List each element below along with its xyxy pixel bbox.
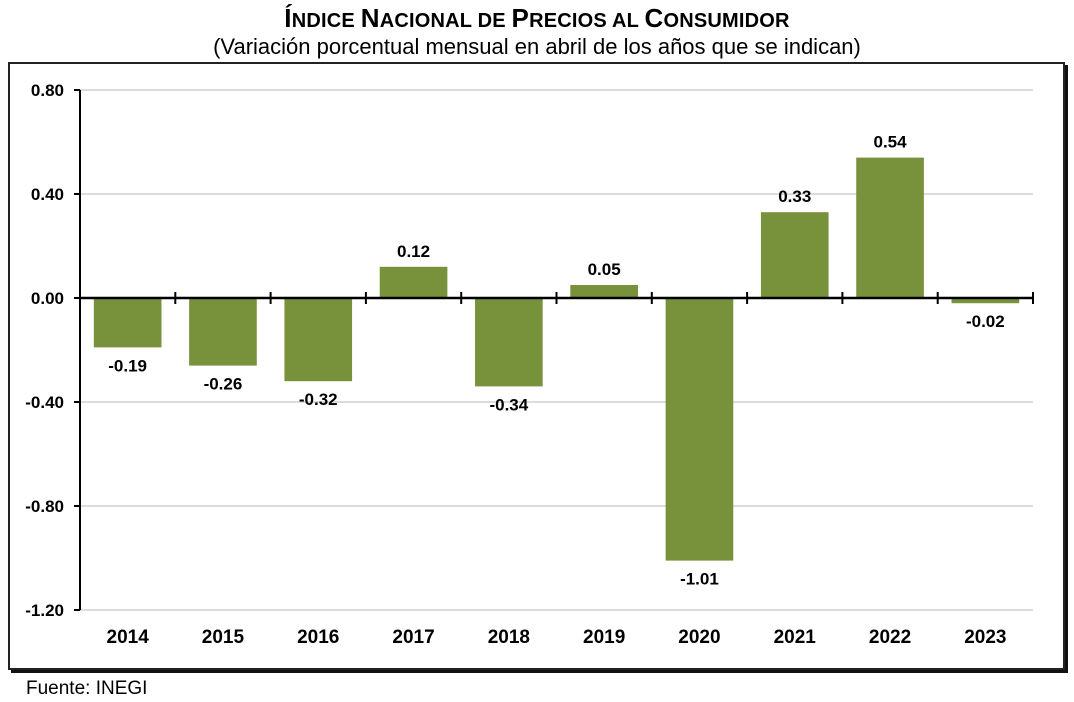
bars	[93, 157, 1020, 561]
bar-2019	[570, 285, 638, 298]
x-tick-label: 2016	[297, 627, 339, 648]
y-tick-label: 0.40	[31, 185, 64, 204]
data-label: -0.26	[204, 375, 243, 394]
axes	[74, 89, 1034, 611]
data-label: -0.02	[966, 312, 1005, 331]
x-tick-label: 2020	[678, 627, 720, 648]
y-tick-label: -0.80	[25, 497, 64, 516]
x-tick-label: 2017	[392, 627, 434, 648]
chart-title: ÍNDICE NACIONAL DE PRECIOS AL CONSUMIDOR	[284, 3, 790, 33]
chart-subtitle: (Variación porcentual mensual en abril d…	[213, 34, 861, 59]
x-tick-label: 2018	[488, 627, 530, 648]
bar-2021	[760, 212, 829, 298]
x-tick-label: 2021	[774, 627, 817, 648]
bar-2023	[951, 298, 1020, 304]
bar-2016	[284, 298, 353, 382]
data-label: -0.34	[489, 395, 528, 414]
data-label: 0.54	[874, 133, 908, 152]
data-label: -1.01	[680, 570, 719, 589]
source-note: Fuente: INEGI	[26, 678, 148, 699]
x-tick-label: 2014	[107, 627, 150, 648]
data-label: 0.12	[397, 242, 430, 261]
y-tick-label: 0.80	[31, 81, 64, 100]
bar-2020	[665, 298, 734, 561]
data-label: -0.32	[299, 390, 338, 409]
x-tick-label: 2015	[202, 627, 245, 648]
data-labels: -0.19 -0.26 -0.32 0.12 -0.34 0.05 -1.01 0.33 0.5…	[108, 133, 1004, 589]
data-label: 0.05	[588, 260, 621, 279]
x-tick-label: 2019	[583, 627, 625, 648]
x-tick-label: 2022	[869, 627, 911, 648]
x-tick-label: 2023	[964, 627, 1006, 648]
x-tick-labels: 2014 2015 2016 2017 2018 2019 2020 2021 2022 2023	[107, 627, 1007, 648]
bar-2014	[93, 298, 162, 348]
y-tick-label: -0.40	[25, 393, 64, 412]
y-tick-label: 0.00	[31, 289, 64, 308]
y-tick-labels: 0.80 0.40 0.00 -0.40 -0.80 -1.20	[25, 81, 64, 620]
bar-2017	[379, 266, 448, 298]
bar-2022	[856, 157, 924, 298]
bar-2015	[189, 298, 257, 366]
data-label: -0.19	[108, 356, 147, 375]
y-tick-label: -1.20	[25, 601, 64, 620]
data-label: 0.33	[778, 187, 811, 206]
bar-2018	[475, 298, 543, 387]
